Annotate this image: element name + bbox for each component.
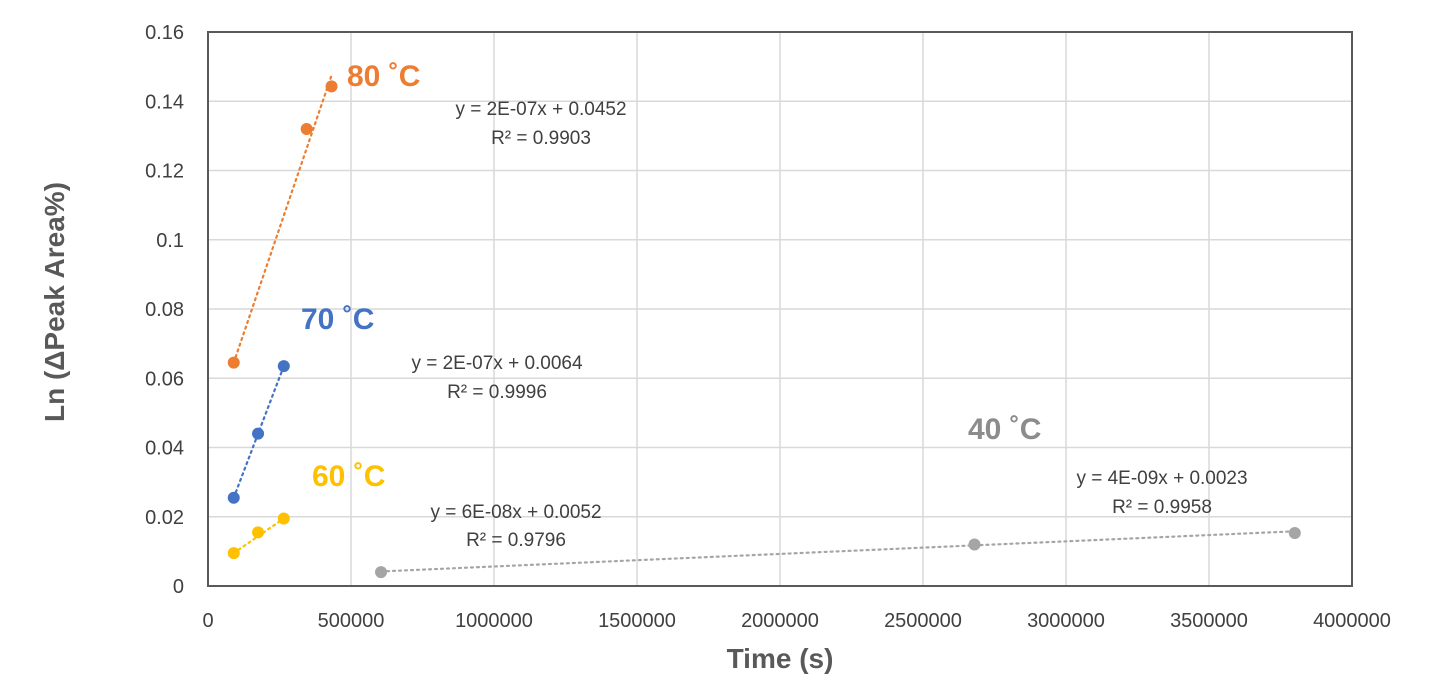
x-tick-label: 1000000 <box>455 610 533 632</box>
data-point-series-0-2 <box>325 80 338 93</box>
plot-area-frame <box>207 31 1353 587</box>
y-tick-label: 0 <box>173 576 184 598</box>
trendline-series-0 <box>232 74 333 364</box>
equation-70c: y = 2E-07x + 0.0064 <box>411 353 583 374</box>
data-point-series-3-2 <box>1288 527 1301 540</box>
data-point-series-2-2 <box>277 512 290 525</box>
r2-70c: R² = 0.9996 <box>447 382 547 403</box>
y-axis-title: Ln (ΔPeak Area%) <box>39 182 70 422</box>
y-tick-label: 0.08 <box>145 299 184 321</box>
y-tick-label: 0.14 <box>145 91 184 113</box>
y-tick-label: 0.02 <box>145 507 184 529</box>
y-tick-label: 0.12 <box>145 161 184 183</box>
r2-40c: R² = 0.9958 <box>1112 497 1212 518</box>
trendline-series-1 <box>232 365 285 499</box>
data-point-series-3-0 <box>375 566 388 579</box>
trendline-series-3 <box>379 530 1296 573</box>
data-point-series-1-1 <box>252 427 265 440</box>
y-tick-label: 0.16 <box>145 22 184 44</box>
series-label-40c: 40 ˚C <box>968 413 1041 446</box>
data-point-series-2-1 <box>252 526 265 539</box>
equation-60c: y = 6E-08x + 0.0052 <box>430 502 601 523</box>
annotations: 80 ˚C y = 2E-07x + 0.0452 R² = 0.9903 70… <box>301 60 1248 551</box>
data-point-series-0-1 <box>300 122 313 135</box>
data-point-series-3-1 <box>968 538 981 551</box>
data-point-series-2-0 <box>227 547 240 560</box>
data-point-series-1-0 <box>227 491 240 504</box>
x-tick-label: 500000 <box>318 610 385 632</box>
x-tick-label: 2000000 <box>741 610 819 632</box>
r2-60c: R² = 0.9796 <box>466 530 566 551</box>
equation-40c: y = 4E-09x + 0.0023 <box>1076 468 1247 489</box>
data-points <box>227 80 1301 579</box>
x-tick-label: 0 <box>202 610 213 632</box>
x-axis-title: Time (s) <box>727 643 834 674</box>
y-tick-label: 0.04 <box>145 438 184 460</box>
y-tick-label: 0.06 <box>145 368 184 390</box>
series-label-60c: 60 ˚C <box>312 460 385 493</box>
r2-80c: R² = 0.9903 <box>491 128 591 149</box>
equation-80c: y = 2E-07x + 0.0452 <box>455 99 626 120</box>
x-tick-label: 2500000 <box>884 610 962 632</box>
series-label-80c: 80 ˚C <box>347 60 420 93</box>
data-point-series-0-0 <box>227 356 240 369</box>
series-label-70c: 70 ˚C <box>301 303 374 336</box>
x-tick-label: 4000000 <box>1313 610 1391 632</box>
x-tick-label: 3000000 <box>1027 610 1105 632</box>
tick-labels: 0 0.02 0.04 0.06 0.08 0.1 0.12 0.14 0.16 0 500000 1… <box>145 22 1391 632</box>
x-tick-label: 3500000 <box>1170 610 1248 632</box>
x-tick-label: 1500000 <box>598 610 676 632</box>
y-tick-label: 0.1 <box>156 230 184 252</box>
data-point-series-1-2 <box>277 360 290 373</box>
